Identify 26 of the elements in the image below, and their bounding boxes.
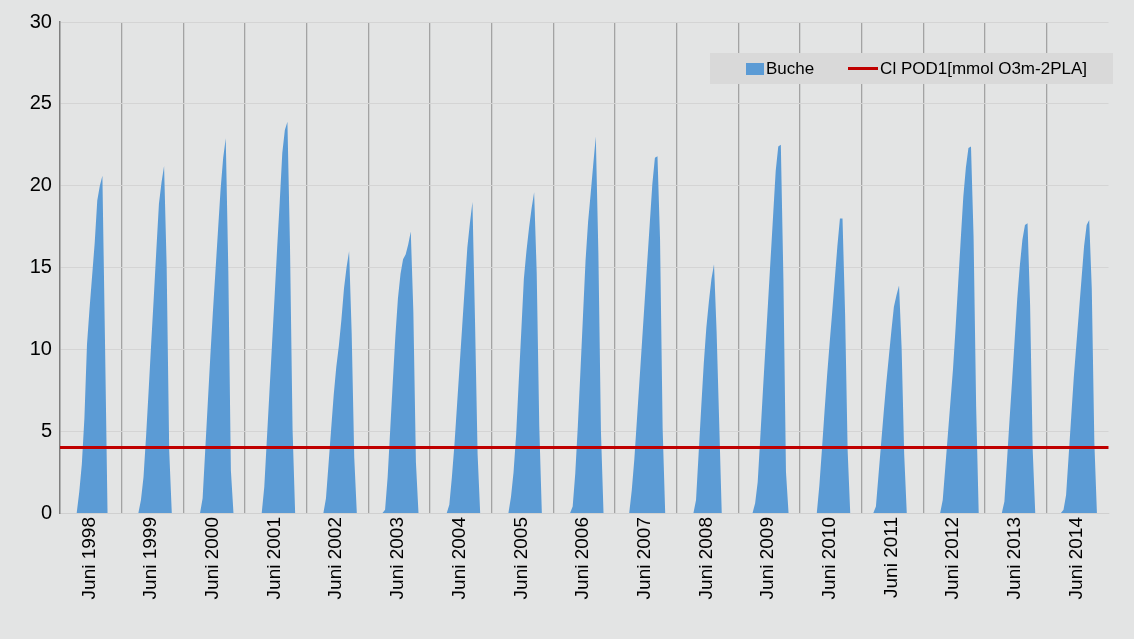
x-tick-label: Juni 2014: [1064, 516, 1086, 600]
y-tick-label: 0: [40, 500, 52, 523]
x-tick-label: Juni 2001: [262, 517, 284, 600]
x-tick-label: Juni 1998: [77, 517, 99, 600]
y-tick-label: 20: [29, 173, 52, 196]
x-tick-label: Juni 2002: [324, 517, 346, 600]
x-tick-label: Juni 2006: [571, 517, 593, 600]
legend-label: Buche: [765, 58, 815, 79]
x-tick-label: Juni 2010: [817, 517, 839, 600]
y-tick-label: 25: [29, 91, 52, 114]
x-tick-label: Juni 2003: [386, 517, 408, 600]
x-tick-label: Juni 2011: [879, 517, 901, 598]
y-tick-label: 10: [29, 336, 52, 359]
y-tick-label: 5: [40, 418, 52, 441]
x-tick-label: Juni 2008: [694, 517, 716, 600]
x-tick-label: Juni 2012: [941, 517, 963, 600]
x-tick-label: Juni 2009: [756, 517, 778, 600]
x-tick-label: Juni 2007: [632, 517, 654, 600]
legend-label: Cl POD1[mmol O3m-2PLA]: [880, 58, 1087, 79]
y-tick-label: 15: [29, 255, 52, 278]
x-tick-label: Juni 2004: [447, 516, 469, 600]
x-tick-label: Juni 2013: [1002, 517, 1024, 600]
x-tick-label: Juni 1999: [139, 517, 161, 600]
y-tick-label: 30: [29, 9, 52, 32]
x-tick-label: Juni 2005: [509, 517, 531, 600]
x-tick-label: Juni 2000: [201, 517, 223, 600]
